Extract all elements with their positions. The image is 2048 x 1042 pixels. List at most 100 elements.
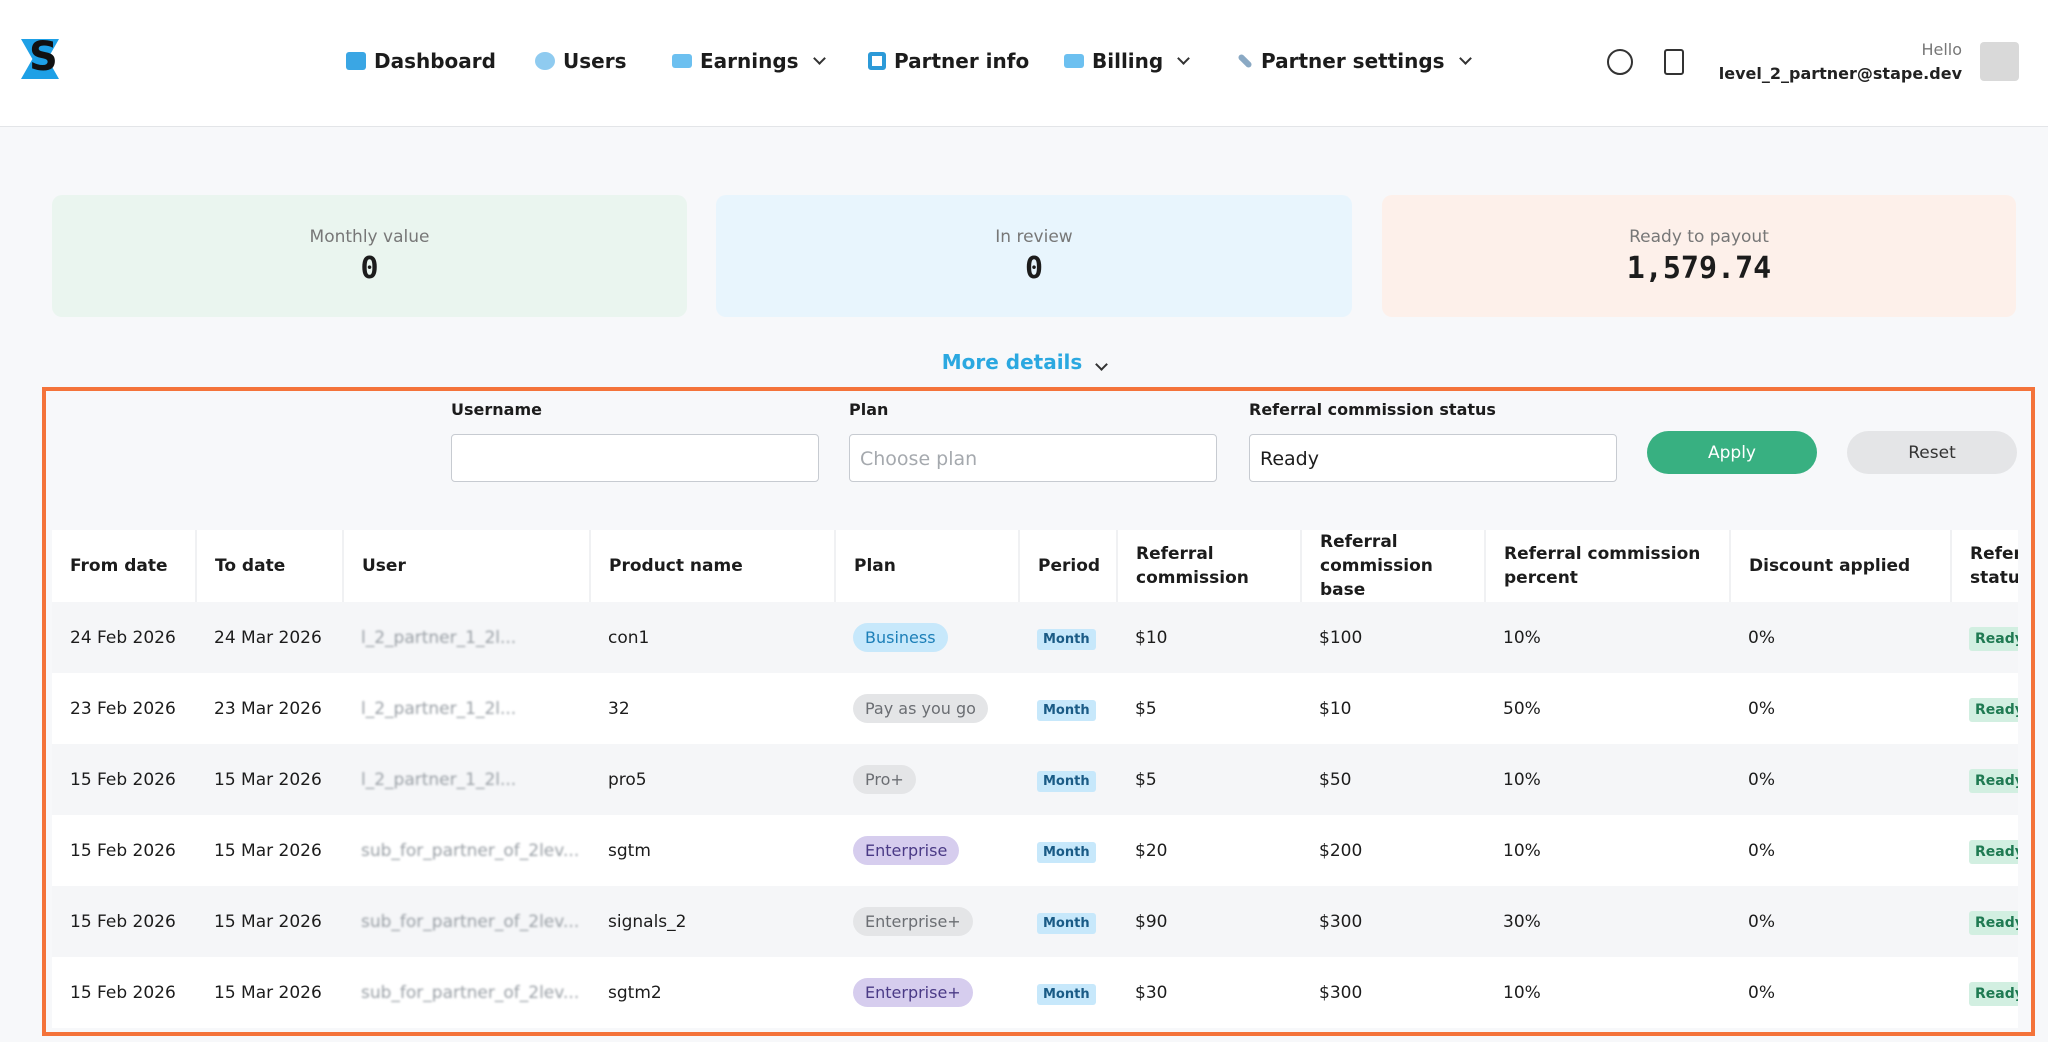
cell-text: 0% bbox=[1748, 840, 1775, 861]
cell-text: 23 Feb 2026 bbox=[70, 698, 176, 719]
nav-label: Dashboard bbox=[374, 49, 496, 73]
period-badge: Month bbox=[1037, 770, 1096, 792]
nav-item[interactable]: Partner settings bbox=[1237, 49, 1472, 73]
plan-placeholder: Choose plan bbox=[860, 448, 978, 470]
status-select[interactable]: Ready bbox=[1249, 434, 1617, 482]
plan-select[interactable]: Choose plan bbox=[849, 434, 1217, 482]
cell-text: pro5 bbox=[608, 769, 647, 790]
nav-item[interactable]: Dashboard bbox=[346, 49, 496, 73]
cell-text: 15 Mar 2026 bbox=[214, 840, 322, 861]
reset-button[interactable]: Reset bbox=[1847, 431, 2017, 474]
status-badge: Ready bbox=[1969, 981, 2018, 1006]
table-row: 15 Feb 2026 15 Mar 2026 l_2_partner_1_2l..… bbox=[52, 744, 2018, 815]
table-cell: 0% bbox=[1730, 886, 1951, 957]
table-cell: 50% bbox=[1485, 673, 1730, 744]
table-row: 15 Feb 2026 15 Mar 2026 sub_for_partner_of… bbox=[52, 815, 2018, 886]
more-details-label: More details bbox=[941, 350, 1083, 374]
help-icon[interactable] bbox=[1607, 49, 1633, 75]
table-cell: Month bbox=[1019, 815, 1117, 886]
period-badge: Month bbox=[1037, 628, 1096, 650]
table-cell: $10 bbox=[1301, 673, 1485, 744]
table-cell: Ready bbox=[1951, 602, 2018, 673]
column-header: Referral commission bbox=[1117, 530, 1302, 602]
nav-item[interactable]: Billing bbox=[1064, 49, 1191, 73]
table-cell: 0% bbox=[1730, 815, 1951, 886]
table-cell: $200 bbox=[1301, 815, 1485, 886]
nav-label: Earnings bbox=[700, 49, 799, 73]
plan-badge: Business bbox=[853, 623, 948, 652]
card: Monthly value 0 bbox=[52, 195, 687, 317]
more-details[interactable]: More details bbox=[0, 350, 2048, 374]
table-wrap: From date To date User Product name Plan Peri… bbox=[52, 530, 2018, 1030]
card-value: 1,579.74 bbox=[1626, 251, 1772, 286]
cell-text: $100 bbox=[1319, 627, 1363, 648]
table-cell: $10 bbox=[1117, 602, 1301, 673]
nav-item[interactable]: Partner info bbox=[868, 49, 1029, 73]
nav-label: Billing bbox=[1092, 49, 1164, 73]
table-cell: 15 Feb 2026 bbox=[52, 886, 196, 957]
table-cell: $300 bbox=[1301, 886, 1485, 957]
plan-badge: Enterprise+ bbox=[853, 907, 973, 936]
user-name: sub_for_partner_of_2lev... bbox=[361, 982, 580, 1003]
cell-text: $5 bbox=[1135, 769, 1157, 790]
table-cell: $20 bbox=[1117, 815, 1301, 886]
table-cell: sub_for_partner_of_2lev... bbox=[343, 886, 590, 957]
table-cell: Ready bbox=[1951, 886, 2018, 957]
table-cell: Month bbox=[1019, 673, 1117, 744]
nav-label: Users bbox=[563, 49, 627, 73]
filter-label: Plan bbox=[849, 400, 889, 419]
cell-text: 0% bbox=[1748, 769, 1775, 790]
table-cell: con1 bbox=[590, 602, 835, 673]
cell-text: 10% bbox=[1503, 627, 1541, 648]
user-name: l_2_partner_1_2l... bbox=[361, 698, 517, 719]
highlight-frame bbox=[42, 387, 2035, 1036]
username-input[interactable] bbox=[451, 434, 819, 482]
button-label: Apply bbox=[1708, 443, 1756, 463]
header-row: From date To date User Product name Plan Peri… bbox=[52, 530, 2018, 602]
table-cell: $5 bbox=[1117, 673, 1301, 744]
filter-label: Username bbox=[451, 400, 542, 419]
cell-text: $50 bbox=[1319, 769, 1352, 790]
table-cell: sgtm bbox=[590, 815, 835, 886]
nav-item[interactable]: Users bbox=[535, 49, 626, 73]
table-cell: Month bbox=[1019, 602, 1117, 673]
cell-text: 32 bbox=[608, 698, 630, 719]
table-cell: 0% bbox=[1730, 744, 1951, 815]
cell-text: 24 Feb 2026 bbox=[70, 627, 176, 648]
status-badge: Ready bbox=[1969, 697, 2018, 722]
table-cell: 0% bbox=[1730, 957, 1951, 1028]
plan-badge: Pro+ bbox=[853, 765, 916, 794]
table-cell: Ready bbox=[1951, 957, 2018, 1028]
card: In review 0 bbox=[716, 195, 1352, 317]
card: Ready to payout 1,579.74 bbox=[1382, 195, 2016, 317]
cell-text: 50% bbox=[1503, 698, 1541, 719]
table-cell: 15 Mar 2026 bbox=[196, 815, 343, 886]
card-label: Monthly value bbox=[309, 227, 430, 247]
cell-text: 10% bbox=[1503, 769, 1541, 790]
table-cell: sub_for_partner_of_2lev... bbox=[343, 815, 590, 886]
apply-button[interactable]: Apply bbox=[1647, 431, 1817, 474]
column-header: Product name bbox=[590, 530, 836, 602]
table-cell: 15 Mar 2026 bbox=[196, 886, 343, 957]
cell-text: 0% bbox=[1748, 698, 1775, 719]
column-header: Plan bbox=[835, 530, 1020, 602]
cell-text: con1 bbox=[608, 627, 650, 648]
table-cell: 15 Feb 2026 bbox=[52, 744, 196, 815]
logout-icon[interactable] bbox=[1664, 49, 1684, 75]
nav-item[interactable]: Earnings bbox=[672, 49, 826, 73]
table-cell: Enterprise+ bbox=[835, 957, 1019, 1028]
cell-text: 15 Feb 2026 bbox=[70, 769, 176, 790]
table-cell: $5 bbox=[1117, 744, 1301, 815]
table-cell: 23 Mar 2026 bbox=[196, 673, 343, 744]
column-header: Referral commission base bbox=[1301, 530, 1486, 602]
plan-badge: Pay as you go bbox=[853, 694, 988, 723]
table-cell: l_2_partner_1_2l... bbox=[343, 744, 590, 815]
table-cell: signals_2 bbox=[590, 886, 835, 957]
cell-text: 30% bbox=[1503, 911, 1541, 932]
column-header: Referral commission percent bbox=[1485, 530, 1731, 602]
cell-text: $300 bbox=[1319, 982, 1363, 1003]
table-row: 23 Feb 2026 23 Mar 2026 l_2_partner_1_2l..… bbox=[52, 673, 2018, 744]
table: From date To date User Product name Plan Peri… bbox=[52, 530, 2018, 1028]
table-cell: sub_for_partner_of_2lev... bbox=[343, 957, 590, 1028]
avatar[interactable] bbox=[1980, 42, 2019, 81]
